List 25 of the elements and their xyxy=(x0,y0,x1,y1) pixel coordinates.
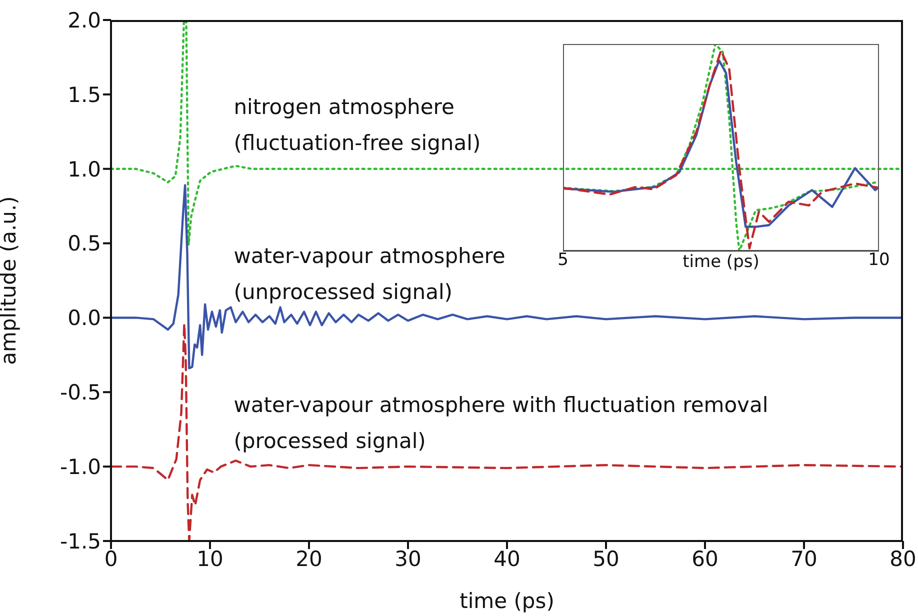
line-series xyxy=(111,184,903,370)
y-tick-label: 1.5 xyxy=(68,82,101,107)
y-tick-label: 1.0 xyxy=(68,157,101,182)
series-label: nitrogen atmosphere (fluctuation-free signal) xyxy=(234,94,481,157)
x-tick-label: 10 xyxy=(196,546,224,571)
x-tick-label: 80 xyxy=(890,546,916,571)
x-tick-label: 40 xyxy=(494,546,520,571)
y-tick-label: -0.5 xyxy=(60,380,101,405)
x-tick-label: 60 xyxy=(692,546,718,571)
x-tick-label: 30 xyxy=(394,546,422,571)
x-tick-label: 5 xyxy=(558,250,568,270)
y-tick-label: -1.0 xyxy=(60,455,101,480)
x-axis-title: time (ps) xyxy=(682,252,760,272)
series-label: water-vapour atmosphere (unprocessed signal) xyxy=(234,242,506,306)
y-tick-label: -1.5 xyxy=(60,529,101,554)
y-tick-label: 0.5 xyxy=(68,232,101,256)
y-tick-label: 0.0 xyxy=(68,306,101,330)
x-tick-label: 20 xyxy=(296,546,322,571)
x-tick-label: 50 xyxy=(592,546,620,571)
x-tick-label: 0 xyxy=(104,546,118,571)
x-tick-label: 10 xyxy=(868,250,890,270)
y-tick-label: 2.0 xyxy=(68,8,101,32)
x-tick-label: 70 xyxy=(790,546,818,571)
series-label: water-vapour atmosphere with fluctuation removal (processed signal) xyxy=(234,392,768,455)
x-axis-title: time (ps) xyxy=(460,589,554,613)
